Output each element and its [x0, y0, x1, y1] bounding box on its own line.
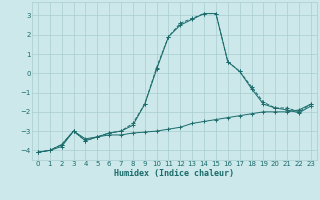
X-axis label: Humidex (Indice chaleur): Humidex (Indice chaleur) — [115, 169, 234, 178]
